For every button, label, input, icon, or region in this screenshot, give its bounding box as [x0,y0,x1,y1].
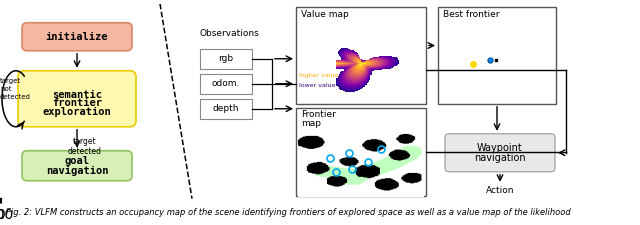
Text: Observations: Observations [200,29,260,38]
Text: ○ = frontiers: ○ = frontiers [299,184,340,189]
Text: detected: detected [0,94,31,100]
Text: lower value: lower value [299,83,335,88]
FancyBboxPatch shape [445,134,555,172]
Bar [200,99,252,119]
FancyBboxPatch shape [22,151,132,181]
Text: frontier: frontier [52,98,102,108]
FancyBboxPatch shape [18,71,136,127]
Text: higher value: higher value [299,73,339,78]
Bar [296,7,426,104]
Text: target: target [0,78,21,84]
Bar [438,7,556,104]
Text: navigation: navigation [474,153,526,163]
Text: Value map: Value map [301,10,349,19]
Text: target
detected: target detected [68,137,102,156]
Text: semantic: semantic [52,90,102,100]
Text: map: map [301,119,321,128]
Text: Best frontier: Best frontier [443,10,499,19]
Text: initialize: initialize [45,32,108,42]
Text: depth: depth [212,104,239,113]
Bar [296,108,426,196]
Bar [200,74,252,94]
Text: not: not [0,86,12,92]
Bar [200,49,252,69]
Text: rgb: rgb [218,54,234,63]
Text: Waypoint: Waypoint [477,143,523,153]
Text: goal: goal [65,156,90,166]
Text: Fig. 2: VLFM constructs an occupancy map of the scene identifying frontiers of e: Fig. 2: VLFM constructs an occupancy map… [6,208,571,217]
Text: Frontier: Frontier [301,110,336,119]
Text: exploration: exploration [43,107,111,117]
FancyBboxPatch shape [22,23,132,51]
Text: odom.: odom. [212,79,240,88]
Text: navigation: navigation [45,166,108,176]
Text: Action: Action [486,186,515,195]
